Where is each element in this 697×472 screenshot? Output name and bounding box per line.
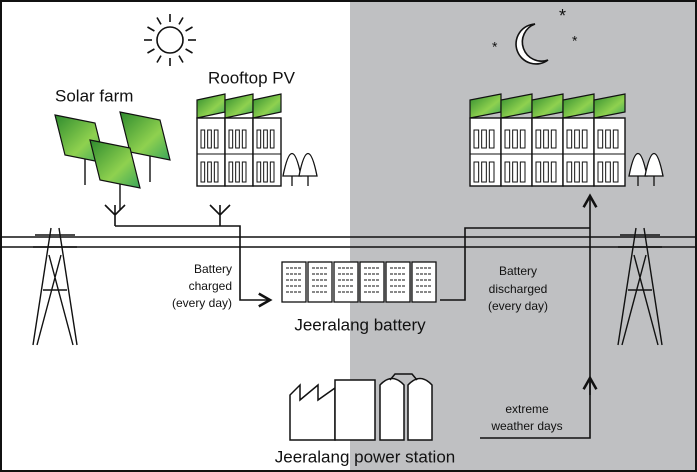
- label: (every day): [488, 299, 548, 313]
- label: weather days: [490, 419, 562, 433]
- label: Jeeralang power station: [275, 447, 456, 466]
- label: Battery: [194, 262, 232, 276]
- label: (every day): [172, 296, 232, 310]
- label: charged: [189, 279, 232, 293]
- label: Battery: [499, 264, 537, 278]
- label: Solar farm: [55, 86, 133, 105]
- house: [532, 118, 563, 186]
- label: discharged: [489, 282, 548, 296]
- svg-text:*: *: [492, 39, 498, 55]
- svg-text:*: *: [559, 6, 566, 26]
- label: extreme: [505, 402, 549, 416]
- svg-text:*: *: [572, 33, 578, 49]
- house: [563, 118, 594, 186]
- house: [594, 118, 625, 186]
- house: [501, 118, 532, 186]
- diagram: * * * Solar farm Rooftop PV Battery char…: [0, 0, 697, 472]
- house: [470, 118, 501, 186]
- label: Jeeralang battery: [294, 315, 426, 334]
- label: Rooftop PV: [208, 68, 296, 87]
- page: * * * Solar farm Rooftop PV Battery char…: [0, 0, 697, 472]
